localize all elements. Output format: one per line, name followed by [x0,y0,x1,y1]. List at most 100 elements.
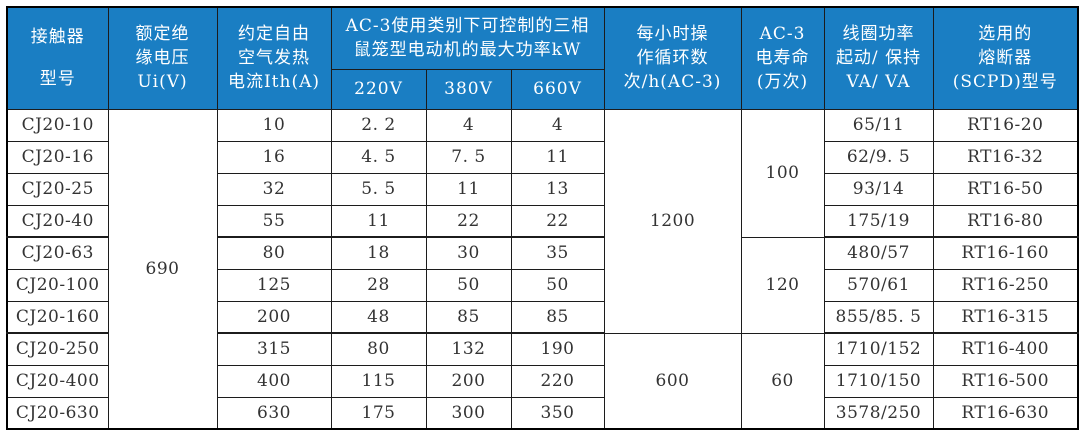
value-cell: 30 [425,236,512,270]
value-cell: RT16-50 [932,172,1079,206]
model-cell: CJ20-40 [6,204,109,238]
table-row: CJ20-25 32 5. 5 11 13 93/14 RT16-50 [6,172,1079,206]
value-cell: 1710/152 [823,332,934,366]
header-line: 缘电压 [135,48,190,69]
electrical-life-cell: 100 [740,108,825,238]
table-row: CJ20-250 315 80 132 190 600 60 1710/152 RT16-400 [6,332,1079,430]
value-cell: 32 [216,172,332,206]
col-header-660v: 660V [510,68,605,110]
value-cell: 4 [510,108,605,142]
value-cell: 855/85. 5 [823,300,934,334]
table-row: CJ20-40 55 11 22 22 175/19 RT16-80 [6,204,1079,238]
header-line: 鼠笼型电动机的最大功率kW [353,40,582,61]
value-cell: 22 [510,204,605,238]
value-cell: 115 [330,364,427,398]
table-row: CJ20-400 400 115 200 220 1710/150 RT16-500 [6,364,1079,398]
contactor-spec-table: 接触器型号 额定绝缘电压 Ui(V) 约定自由 空气发热 电流Ith(A) AC-3使用类别… [6,6,1080,430]
value-cell: 85 [425,300,512,334]
value-cell: 35 [510,236,605,270]
col-header-operating-cycles: 每小时操 作循环数 次/h(AC-3) [603,6,742,110]
header-line: 接触器 [30,27,85,48]
col-header-insulation-voltage: 额定绝缘电压 Ui(V) [107,6,218,110]
value-cell: 220 [510,364,605,398]
operating-cycles-cell: 1200 [603,108,742,334]
value-cell: RT16-630 [932,396,1079,430]
electrical-life-cell: 60 [740,332,825,430]
table-row: CJ20-100 125 28 50 50 570/61 RT16-250 [6,268,1079,302]
value-cell: 28 [330,268,427,302]
value-cell: 1710/150 [823,364,934,398]
electrical-life-cell: 120 [740,236,825,334]
value-cell: 300 [425,396,512,430]
value-cell: 200 [216,300,332,334]
header-line: 额定绝 [135,24,190,45]
header-line: 选用的 [978,24,1033,45]
header-line: Ui(V) [137,72,188,93]
header-line: (万次) [756,72,809,93]
header-line: AC-3使用类别下可控制的三相 [345,16,590,37]
col-header-380v: 380V [425,68,512,110]
value-cell: 93/14 [823,172,934,206]
value-cell: 3578/250 [823,396,934,430]
model-cell: CJ20-160 [6,300,109,334]
value-cell: 18 [330,236,427,270]
table-row: 220V 380V 660V [7,68,1078,110]
value-cell: RT16-250 [932,268,1079,302]
value-cell: 5. 5 [330,172,427,206]
value-cell: RT16-500 [932,364,1079,398]
value-cell: 190 [510,332,605,366]
model-cell: CJ20-16 [6,140,109,174]
value-cell: 315 [216,332,332,366]
value-cell: 4 [425,108,512,142]
value-cell: 2. 2 [330,108,427,142]
value-cell: 7. 5 [425,140,512,174]
header-line: (SCPD)型号 [952,72,1058,93]
header-line: 每小时操 [636,24,709,45]
col-header-coil-power: 线圈功率 起动/ 保持 VA/ VA [823,6,934,110]
insulation-voltage-cell: 690 [107,108,218,430]
value-cell: 175/19 [823,204,934,238]
header-line: VA/ VA [846,72,911,93]
value-cell: 175 [330,396,427,430]
header-line: 线圈功率 [842,24,915,45]
model-cell: CJ20-10 [6,108,109,142]
value-cell: 11 [510,140,605,174]
operating-cycles-cell: 600 [603,332,742,430]
col-header-model: 接触器 型号 [6,6,109,110]
col-header-thermal-current: 约定自由 空气发热 电流Ith(A) [216,6,332,110]
value-cell: 80 [330,332,427,366]
value-cell: RT16-32 [932,140,1079,174]
value-cell: 13 [510,172,605,206]
table-row: CJ20-10 690 10 2. 2 4 4 1200 100 65/11 RT16-20 [6,108,1079,430]
value-cell: 10 [216,108,332,142]
value-cell: 22 [425,204,512,238]
value-cell: 400 [216,364,332,398]
value-cell: 16 [216,140,332,174]
header-line: 空气发热 [238,48,310,69]
col-header-220v: 220V [330,68,427,110]
table-body: CJ20-10 690 10 2. 2 4 4 1200 100 65/11 RT16-20 CJ2… [6,108,1079,430]
header-line: 型号 [39,69,76,90]
header-line: 电寿命 [755,48,810,69]
value-cell: RT16-315 [932,300,1079,334]
value-cell: 630 [216,396,332,430]
table-header: 接触器型号 额定绝缘电压 Ui(V) 约定自由 空气发热 电流Ith(A) AC-3使用类别… [6,6,1079,110]
model-cell: CJ20-630 [6,396,109,430]
table-row: CJ20-16 16 4. 5 7. 5 11 62/9. 5 RT16-32 [6,140,1079,174]
col-header-electrical-life: AC-3 电寿命 (万次) [740,6,825,110]
value-cell: 4. 5 [330,140,427,174]
value-cell: 480/57 [823,236,934,270]
value-cell: 11 [330,204,427,238]
model-cell: CJ20-63 [6,236,109,270]
header-line: 次/h(AC-3) [623,72,722,93]
model-cell: CJ20-400 [6,364,109,398]
value-cell: 50 [425,268,512,302]
value-cell: RT16-400 [932,332,1079,366]
value-cell: 350 [510,396,605,430]
value-cell: 50 [510,268,605,302]
model-cell: CJ20-100 [6,268,109,302]
value-cell: 62/9. 5 [823,140,934,174]
value-cell: 65/11 [823,108,934,142]
value-cell: 11 [425,172,512,206]
value-cell: 125 [216,268,332,302]
